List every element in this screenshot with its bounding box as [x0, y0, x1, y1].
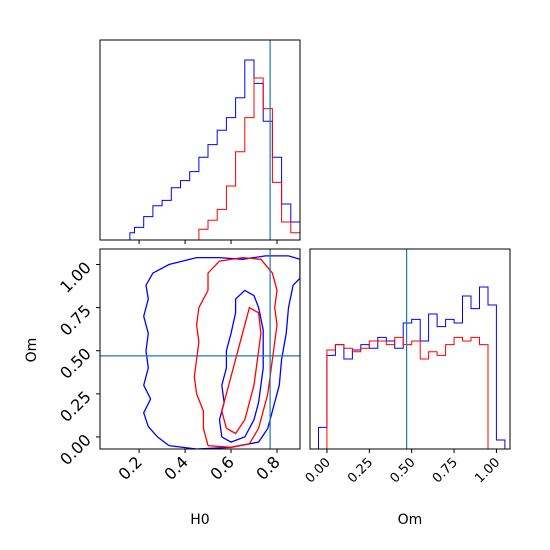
- contour-red-outer: [193, 256, 278, 448]
- x-tick-label: 0.2: [114, 452, 145, 483]
- y-tick-label: 0.25: [56, 387, 95, 426]
- contour-blue-outer: [142, 255, 300, 449]
- h0-histogram-panel: [99, 39, 301, 244]
- x-tick-label: 0.4: [160, 452, 191, 483]
- x-tick-label: 0.00: [303, 455, 334, 486]
- histogram-red-series: [129, 77, 301, 241]
- y-tick-label: 0.00: [56, 430, 95, 469]
- contour-blue-inner: [218, 289, 264, 443]
- axes-frame: [99, 39, 301, 241]
- x-tick-label: 1.00: [472, 455, 503, 486]
- y-tick-label: 1.00: [56, 258, 95, 297]
- contour-red-inner: [221, 306, 262, 435]
- y-tick-label: 0.75: [56, 301, 95, 340]
- h0-om-contour-panel: 0.2 0.4 0.6 0.8 0.00 0.25 0.50 0.75 1.00: [56, 248, 301, 484]
- axes-frame: [99, 248, 301, 450]
- x-axis-label-h0: H0: [190, 512, 209, 528]
- x-tick-label: 0.25: [345, 455, 376, 486]
- histogram-red-series: [318, 336, 505, 450]
- axes-frame: [309, 248, 511, 450]
- om-histogram-panel: 0.00 0.25 0.50 0.75 1.00: [303, 248, 511, 486]
- histogram-blue-series: [318, 286, 506, 449]
- x-tick-label: 0.6: [206, 452, 237, 483]
- y-tick-label: 0.50: [56, 344, 95, 383]
- x-axis-label-om: Om: [398, 512, 423, 528]
- y-axis-label-om: Om: [24, 338, 40, 363]
- histogram-blue-series: [129, 59, 301, 240]
- x-tick-label: 0.75: [430, 455, 461, 486]
- x-tick-label: 0.8: [252, 452, 283, 483]
- contour-lines: [142, 255, 300, 449]
- x-tick-label: 0.50: [387, 455, 418, 486]
